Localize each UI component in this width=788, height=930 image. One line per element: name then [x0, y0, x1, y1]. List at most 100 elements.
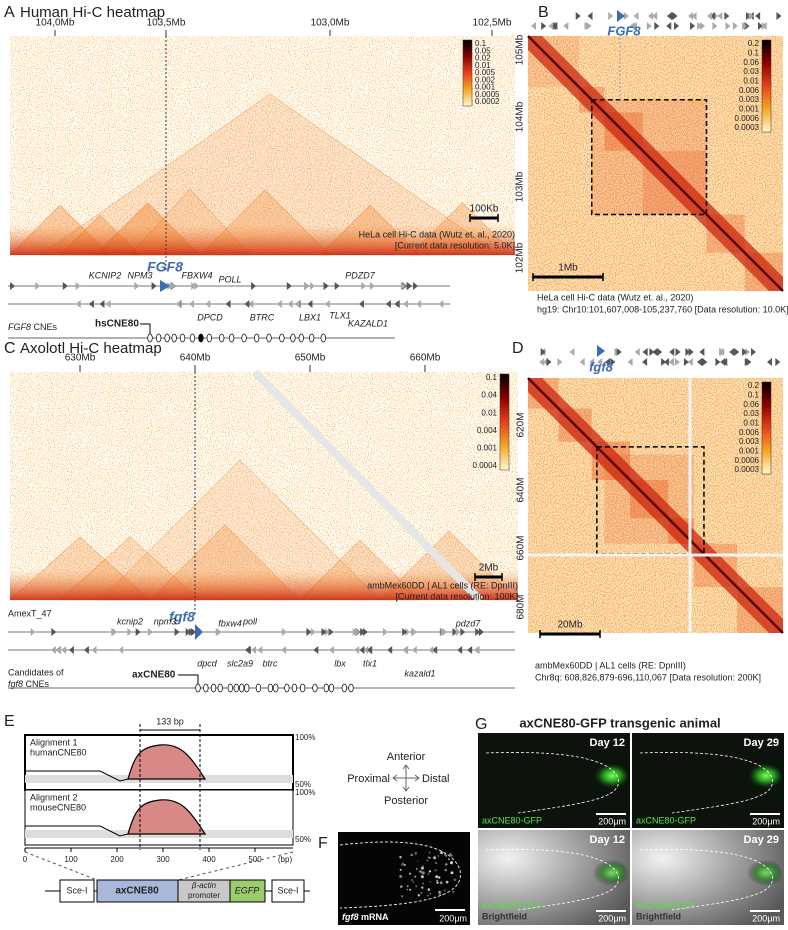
- gene-arrow: [383, 628, 389, 636]
- gene-arrow: [710, 12, 716, 20]
- gene-label: pdzd7: [455, 618, 482, 628]
- signal-speck: [435, 875, 439, 879]
- panel-letter: A: [4, 4, 15, 21]
- signal-speck: [439, 881, 443, 885]
- signal-speck: [399, 855, 402, 859]
- alignment-name: mouseCNE80: [30, 802, 86, 812]
- gene-arrow: [715, 358, 721, 366]
- zoom-guide: [24, 851, 294, 881]
- cne-label: hsCNE80: [95, 319, 139, 330]
- cne: [217, 683, 223, 693]
- gene-arrow: [761, 22, 767, 30]
- gene-arrow: [411, 646, 417, 654]
- cne: [227, 683, 233, 693]
- channel-label: Brightfield: [636, 911, 681, 921]
- gene-arrow: [359, 646, 365, 654]
- gene-arrow: [354, 646, 360, 654]
- gene-arrow: [394, 300, 400, 308]
- gene-arrow: [627, 358, 633, 366]
- axis-tick-label: 650Mb: [295, 353, 326, 364]
- signal-speck: [428, 870, 432, 873]
- signal-speck: [417, 860, 419, 862]
- axis-tick-label: 620M: [516, 412, 527, 437]
- signal-speck: [400, 885, 403, 888]
- signal-speck: [436, 879, 438, 882]
- gene-arrow: [587, 12, 593, 20]
- axis-tick-label: 630Mb: [65, 353, 96, 364]
- gfp-signal: [564, 756, 628, 800]
- gene-arrow: [457, 646, 463, 654]
- fgf8-gene: [597, 345, 605, 357]
- panel-letter: G: [475, 716, 487, 733]
- colorbar-label: 0.0006: [735, 114, 760, 123]
- signal-speck: [451, 855, 453, 857]
- gene-arrow: [719, 348, 725, 356]
- signal-speck: [444, 853, 447, 856]
- scale-label: 200μm: [439, 913, 467, 923]
- gene-arrow: [652, 348, 658, 356]
- axis-tick-label: 640Mb: [180, 353, 211, 364]
- fgf8-gene: [195, 624, 203, 640]
- panel-title: Axolotl Hi-C heatmap: [20, 340, 162, 357]
- gene-arrow: [360, 628, 366, 636]
- gene-arrow: [688, 348, 694, 356]
- scale-label: 20Mb: [557, 620, 582, 631]
- gene-arrow: [663, 358, 669, 366]
- gene-arrow: [642, 348, 648, 356]
- axis-tick-label: 400: [202, 855, 216, 864]
- colorbar-label: 0.006: [739, 428, 760, 437]
- gene-arrow: [257, 646, 263, 654]
- gene-arrow: [700, 22, 706, 30]
- panel-title: axCNE80-GFP transgenic animal: [519, 715, 720, 730]
- cne: [290, 333, 296, 343]
- signal-speck: [441, 894, 443, 896]
- gene-arrow: [707, 12, 713, 20]
- signal-speck: [420, 875, 424, 879]
- gene-arrow: [654, 22, 660, 30]
- gene-label: btrc: [262, 658, 278, 668]
- gene-arrow: [589, 358, 595, 366]
- gene-arrow: [742, 22, 748, 30]
- colorbar-label: 0.01: [743, 76, 759, 85]
- label-part: CNEs: [23, 679, 50, 689]
- construct-label: β-actin: [191, 881, 217, 890]
- signal-speck: [434, 868, 437, 872]
- gene-arrow: [251, 646, 257, 654]
- gene-arrow: [597, 358, 603, 366]
- gene-arrow: [402, 646, 408, 654]
- reporter-box: [229, 879, 266, 903]
- gene-arrow: [194, 282, 200, 290]
- gene-arrow: [729, 348, 735, 356]
- cne: [241, 333, 247, 343]
- gene-arrow: [405, 628, 411, 636]
- signal-speck: [420, 891, 423, 894]
- gene-arrow: [10, 282, 16, 290]
- signal-speck: [450, 871, 454, 875]
- construct-label: axCNE80: [115, 886, 159, 897]
- cne: [219, 333, 225, 343]
- gene-arrow: [367, 646, 373, 654]
- gene-arrow: [720, 358, 726, 366]
- signal-speck: [409, 888, 412, 891]
- gene-arrow: [629, 22, 635, 30]
- data-source: ambMex60DD | AL1 cells (RE: DpnIII): [367, 580, 518, 590]
- site-box: [271, 879, 305, 903]
- gene-label: npm3: [154, 616, 177, 626]
- cne: [341, 683, 347, 693]
- cne: [244, 683, 250, 693]
- signal-speck: [399, 868, 402, 871]
- signal-speck: [406, 885, 409, 888]
- data-region: Chr8q: 608,826,879-696,110,067 [Data res…: [535, 672, 761, 682]
- panel-letter: C: [4, 340, 16, 357]
- gene-arrow: [616, 348, 622, 356]
- gene-arrow: [416, 300, 422, 308]
- cne-track-label: FGF8 CNEs: [8, 322, 58, 332]
- gene-label: FBXW4: [181, 270, 212, 280]
- gene-arrow: [306, 628, 312, 636]
- gene-arrow: [539, 358, 545, 366]
- gene-arrow: [99, 300, 105, 308]
- gfp-signal: [718, 853, 782, 897]
- gene-arrow: [478, 628, 484, 636]
- scale-label: 200μm: [752, 913, 780, 923]
- signal-speck: [402, 862, 405, 864]
